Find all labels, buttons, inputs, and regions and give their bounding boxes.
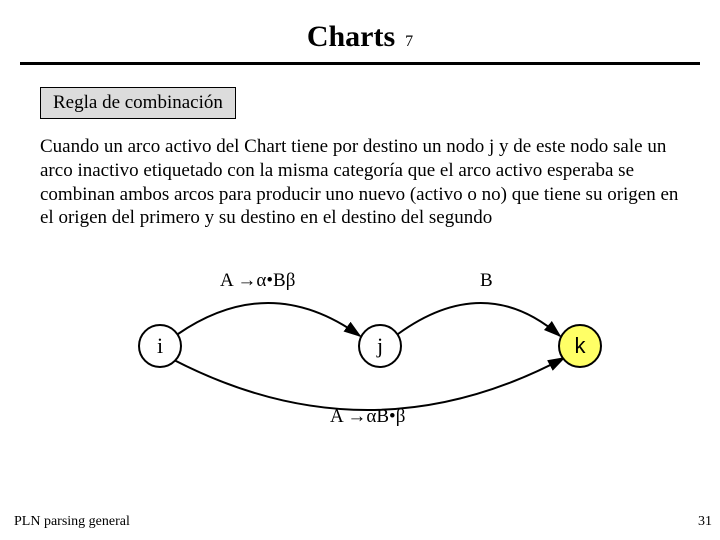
edge-label-ik: A →αB•β [330,406,405,428]
title-block: Charts 7 [0,0,720,54]
edge-j-k [398,303,560,336]
node-k-label: k [575,333,586,358]
node-i-label: i [157,333,163,358]
node-j: j [358,324,402,368]
node-j-label: j [377,333,383,358]
node-k: k [558,324,602,368]
edge-i-j [178,303,360,336]
footer-left: PLN parsing general [14,514,130,530]
node-i: i [138,324,182,368]
diagram: i j k A →α•Bβ B A →αB•β [40,246,680,446]
page-title: Charts [307,20,395,53]
body-text: Cuando un arco activo del Chart tiene po… [40,135,680,230]
rule-box: Regla de combinación [40,87,236,119]
edge-label-ij: A →α•Bβ [220,270,295,292]
edge-i-k [174,358,564,410]
edge-label-jk: B [480,270,493,292]
title-rule [20,62,700,65]
footer-right: 31 [698,514,712,530]
page-title-sub: 7 [405,33,413,50]
